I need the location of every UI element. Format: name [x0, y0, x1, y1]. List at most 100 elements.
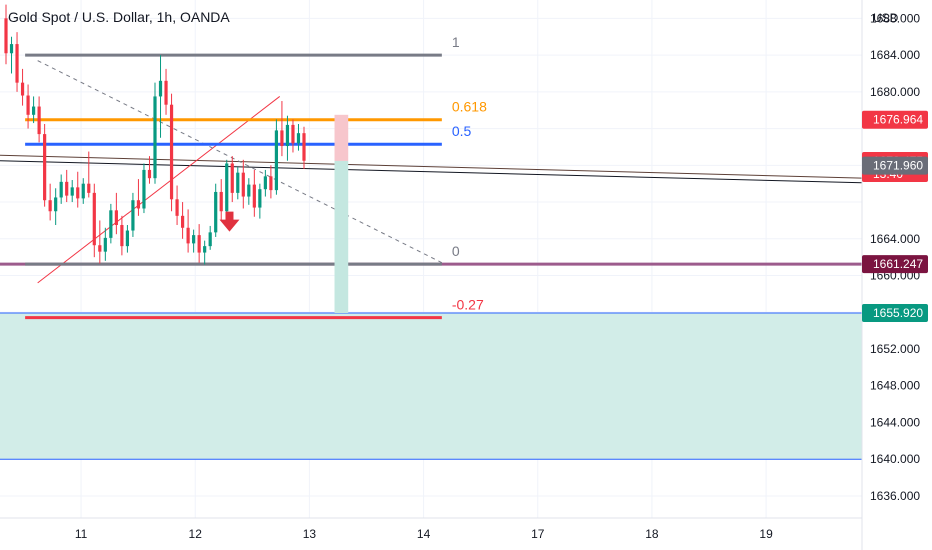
price-tag-value: 1661.247	[873, 257, 923, 271]
trend-line	[0, 160, 863, 184]
candle	[20, 68, 25, 106]
candle	[274, 119, 279, 195]
time-tick-label: 19	[759, 527, 773, 541]
candle	[153, 82, 157, 184]
candle-body	[285, 124, 290, 147]
candle-body	[252, 184, 256, 208]
position-stop-zone	[334, 114, 349, 161]
candle-body	[274, 130, 279, 191]
target-zone-fill	[0, 313, 862, 460]
candle-body	[164, 80, 168, 105]
position-target-zone	[334, 160, 349, 314]
candle	[203, 240, 207, 265]
candle	[125, 225, 130, 253]
fib-level-label: 1	[452, 34, 460, 50]
candle-body	[186, 227, 190, 244]
candle-body	[296, 133, 301, 144]
candle	[230, 156, 234, 203]
price-tag-bg	[862, 110, 928, 129]
candle	[65, 169, 69, 203]
candle	[280, 101, 284, 157]
candle-body	[219, 191, 223, 212]
candle-body	[103, 237, 107, 252]
candle-body	[59, 181, 63, 198]
position-tool[interactable]	[334, 114, 349, 314]
trend-lines[interactable]	[0, 60, 863, 284]
price-axis-bg	[862, 0, 932, 550]
candle-body	[214, 191, 218, 233]
price-tag-value: 1671.960	[873, 159, 923, 173]
candle	[87, 151, 91, 198]
candle-body	[280, 130, 284, 147]
time-tick-label: 17	[531, 527, 545, 541]
candle-body	[87, 183, 91, 193]
candle-body	[109, 210, 113, 238]
candle-body	[54, 197, 58, 212]
candle	[92, 183, 96, 258]
candle-body	[203, 246, 207, 253]
candle-body	[65, 181, 69, 196]
candle	[180, 202, 185, 239]
candle-body	[98, 245, 102, 252]
dashed-trend-line	[37, 60, 443, 264]
candle	[9, 36, 14, 74]
candle	[197, 224, 201, 263]
candle-body	[158, 80, 163, 97]
time-axis[interactable]: 11 12 13 14 17 18 19	[0, 517, 862, 541]
fib-level-label: 0.618	[452, 99, 487, 115]
fibonacci-levels[interactable]: 1 0.618 0.5 0 -0.27	[25, 34, 487, 320]
candle-body	[269, 176, 273, 191]
candle	[236, 167, 240, 200]
trend-line	[37, 96, 281, 284]
candle	[15, 32, 19, 92]
candle-body	[169, 104, 174, 200]
candle	[59, 174, 63, 204]
candle	[164, 68, 168, 115]
time-tick-label: 11	[75, 527, 88, 541]
price-tick-label: 1640.000	[870, 452, 920, 466]
candle	[37, 96, 41, 143]
candle-body	[37, 106, 41, 135]
candle-body	[175, 199, 179, 216]
candle	[263, 169, 267, 197]
candle-body	[76, 187, 80, 199]
price-tag: 1655.920	[862, 304, 928, 323]
price-tag: 1661.247	[862, 255, 928, 274]
price-tags: 1676.9641672.47513:401671.9601661.247165…	[862, 110, 928, 323]
candle-body	[48, 200, 52, 212]
price-tick-label: 1680.000	[870, 85, 920, 99]
candle	[48, 183, 52, 221]
candle	[31, 96, 36, 124]
candle-body	[241, 172, 245, 197]
candle-body	[230, 163, 234, 193]
price-axis[interactable]: USD 1636.000 1640.000 1644.000 1648.000 1652.…	[861, 0, 932, 550]
candle-body	[131, 200, 135, 231]
candle-body	[43, 134, 47, 201]
candle-body	[225, 163, 229, 212]
down-arrow-icon	[219, 211, 240, 232]
currency-label: USD	[873, 11, 899, 25]
candle-body	[197, 235, 201, 253]
price-tag: 1676.964	[862, 110, 928, 129]
price-tag-value: 1676.964	[873, 113, 923, 127]
price-tag-bg	[862, 304, 928, 323]
fib-level-label: 0.5	[452, 123, 472, 139]
candlesticks	[4, 4, 306, 265]
candle-body	[180, 215, 185, 228]
fib-level-label: 0	[452, 243, 460, 259]
candle-body	[192, 235, 196, 244]
candle	[192, 229, 196, 253]
chart-title: Gold Spot / U.S. Dollar, 1h, OANDA	[8, 9, 230, 25]
candle-body	[302, 133, 306, 161]
candle-body	[142, 169, 146, 209]
candle	[214, 183, 218, 237]
candle	[252, 169, 256, 217]
candle	[76, 171, 80, 208]
candle-body	[70, 187, 74, 196]
candle-body	[263, 176, 267, 190]
candle-body	[208, 232, 212, 247]
candle	[131, 192, 135, 237]
candle	[186, 209, 190, 253]
trend-line	[0, 154, 863, 179]
